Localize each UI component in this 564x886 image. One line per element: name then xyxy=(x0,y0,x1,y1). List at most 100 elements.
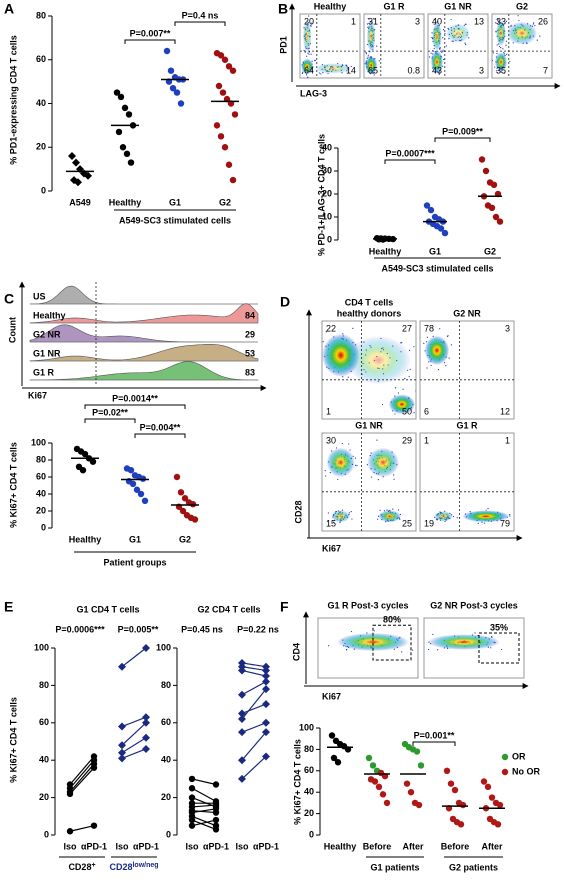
pair-line xyxy=(191,819,217,830)
data-point xyxy=(262,752,270,761)
event-dot xyxy=(311,60,313,62)
data-point xyxy=(490,181,498,188)
data-point xyxy=(459,801,467,809)
event-dot xyxy=(452,515,455,518)
event-dot xyxy=(496,44,498,46)
data-point xyxy=(229,176,237,184)
event-dot xyxy=(352,327,354,329)
data-point xyxy=(81,450,89,458)
data-point xyxy=(68,152,76,160)
event-dot xyxy=(304,51,306,53)
event-dot xyxy=(498,45,501,48)
data-point xyxy=(238,774,246,783)
event-dot xyxy=(445,364,447,367)
data-point xyxy=(334,759,342,766)
histogram-label: US xyxy=(33,291,46,301)
data-point xyxy=(262,685,270,694)
axis-label: Ki67 xyxy=(322,691,341,701)
event-dot xyxy=(378,60,380,62)
data-point xyxy=(191,516,199,523)
group-label: A549-SC3 stimulated cells xyxy=(119,215,231,225)
annotation: P=0.0014** xyxy=(112,393,158,403)
data-point xyxy=(492,213,500,221)
x-tick-label: Iso xyxy=(115,841,129,851)
density-cloud xyxy=(434,511,453,522)
data-point xyxy=(482,167,490,175)
data-point xyxy=(457,821,465,828)
data-point xyxy=(365,754,373,762)
density-cloud xyxy=(326,447,355,478)
y-tick-label: 60 xyxy=(161,717,171,727)
event-dot xyxy=(402,388,404,390)
y-tick-label: 20 xyxy=(304,808,314,818)
event-dot xyxy=(347,376,349,378)
y-tick-label: 40 xyxy=(39,755,49,765)
event-dot xyxy=(415,407,416,409)
event-dot xyxy=(417,400,418,401)
event-dot xyxy=(310,53,312,55)
data-point xyxy=(119,144,127,151)
x-tick-label: G1 xyxy=(169,197,181,207)
pair-line xyxy=(69,759,95,789)
pair-line xyxy=(191,819,217,827)
quadrant-value: 1 xyxy=(505,435,510,445)
data-point xyxy=(90,764,98,771)
data-point xyxy=(262,677,270,686)
data-point xyxy=(383,799,391,807)
quadrant-value: 7 xyxy=(543,65,548,75)
data-point xyxy=(129,480,137,487)
event-dot xyxy=(351,518,353,520)
data-point xyxy=(217,133,225,140)
event-dot xyxy=(430,364,432,367)
data-point xyxy=(371,778,379,785)
y-tick-label: 20 xyxy=(36,142,46,152)
event-dot xyxy=(539,35,541,37)
event-dot xyxy=(306,55,308,57)
event-dot xyxy=(518,19,520,22)
y-tick-label: 30 xyxy=(322,165,332,175)
data-point xyxy=(480,778,488,785)
pair-line xyxy=(241,669,267,677)
legend-marker xyxy=(501,768,509,776)
event-dot xyxy=(464,23,467,25)
data-point xyxy=(125,111,133,118)
gate-value: 35% xyxy=(490,622,508,632)
event-dot xyxy=(436,21,438,23)
quadrant-value: 33 xyxy=(496,16,506,26)
pair-line xyxy=(121,722,147,746)
group-label: CD28+ xyxy=(68,862,95,873)
data-point xyxy=(225,63,233,70)
event-dot xyxy=(431,32,433,34)
histogram-label: G2 NR xyxy=(33,329,61,339)
event-dot xyxy=(376,45,378,47)
event-dot xyxy=(494,22,497,24)
y-tick-label: 80 xyxy=(161,680,171,690)
y-tick-label: 20 xyxy=(322,188,332,198)
density-cloud xyxy=(424,335,450,366)
data-point xyxy=(188,822,196,829)
x-tick-label: G1 xyxy=(429,246,441,256)
group-label-sup: low/neg xyxy=(132,862,158,869)
quadrant-value: 43 xyxy=(432,65,442,75)
y-tick-label: 80 xyxy=(36,454,46,464)
data-point xyxy=(221,144,229,151)
x-tick-label: Healthy xyxy=(69,534,102,544)
bracket xyxy=(412,741,456,746)
density-plot xyxy=(434,507,511,524)
data-point xyxy=(142,644,150,652)
event-dot xyxy=(397,509,400,511)
y-tick-label: 60 xyxy=(39,717,49,727)
quadrant-value: 26 xyxy=(538,16,548,26)
x-tick-label: αPD-1 xyxy=(81,841,107,851)
event-dot xyxy=(305,74,308,76)
x-tick-label: G2 xyxy=(484,246,496,256)
event-dot xyxy=(345,648,348,651)
event-dot xyxy=(439,47,442,49)
event-dot xyxy=(376,439,378,441)
data-point xyxy=(188,794,196,801)
pair-line xyxy=(121,737,147,754)
event-dot xyxy=(496,70,498,72)
event-dot xyxy=(372,18,375,20)
event-dot xyxy=(497,19,499,21)
